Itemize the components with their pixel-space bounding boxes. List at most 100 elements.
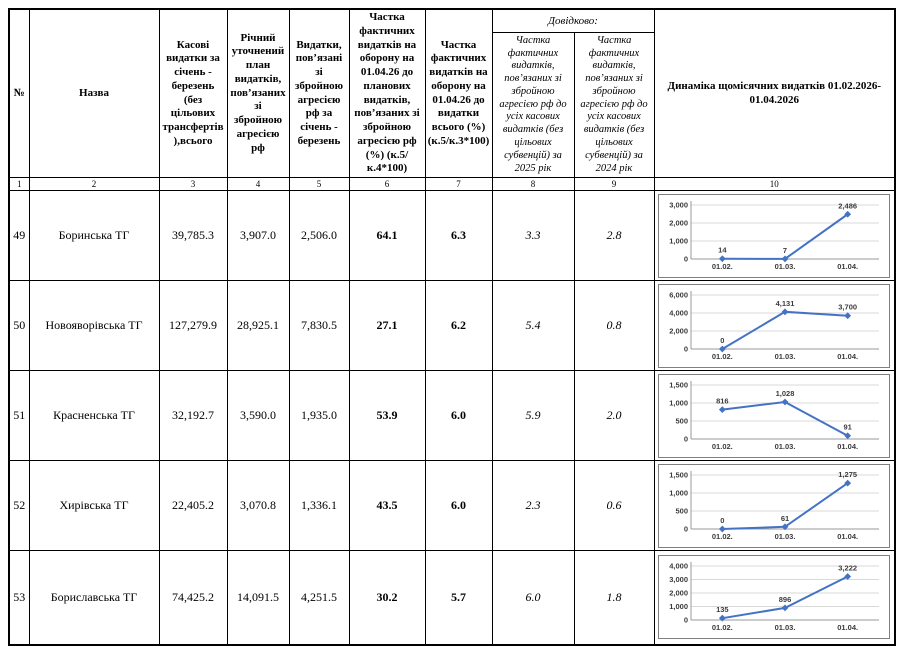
cell-territory-name: Новояворівська ТГ — [28, 280, 160, 371]
data-point-marker — [719, 405, 726, 413]
cell-territory-name: Боринська ТГ — [28, 190, 160, 281]
svg-text:01.04.: 01.04. — [838, 352, 859, 361]
data-point-marker — [719, 615, 726, 622]
cell-share-2024: 2.8 — [573, 190, 655, 281]
line-chart-svg: 0 500 1,000 1,500 0 01.02. 61 01.03. 1,275 01.04. — [669, 470, 880, 541]
cell-cash-expenditures: 39,785.3 — [158, 190, 228, 281]
cell-share-2024: 2.0 — [573, 370, 655, 461]
header-share-of-plan: Частка фактичних видатків на оборону на … — [348, 8, 426, 178]
svg-text:01.04.: 01.04. — [838, 623, 859, 632]
header-share-2025: Частка фактичних видатків, пов’язаних зі… — [491, 32, 575, 178]
data-point-marker — [719, 345, 726, 352]
table-body: 49 Боринська ТГ 39,785.3 3,907.0 2,506.0… — [8, 190, 896, 645]
svg-text:1,000: 1,000 — [669, 488, 688, 497]
svg-text:2,486: 2,486 — [839, 201, 858, 210]
cell-row-number: 51 — [8, 370, 30, 461]
svg-text:4,000: 4,000 — [669, 308, 688, 317]
svg-text:01.03.: 01.03. — [775, 352, 796, 361]
svg-text:91: 91 — [844, 422, 852, 431]
cell-monthly-dynamics: 0 500 1,000 1,500 816 01.02. 1,028 01.03. 91 01.0… — [653, 370, 896, 461]
monthly-dynamics-chart: 0 1,000 2,000 3,000 14 01.02. 7 01.03. 2,486 01.0… — [658, 193, 891, 278]
cell-share-2024: 0.6 — [573, 460, 655, 551]
cell-share-2025: 6.0 — [491, 550, 575, 645]
data-point-marker — [781, 254, 789, 262]
header-share-2024: Частка фактичних видатків, пов’язаних зі… — [573, 32, 655, 178]
cell-row-number: 49 — [8, 190, 30, 281]
svg-text:1,275: 1,275 — [839, 470, 858, 479]
line-chart-svg: 0 2,000 4,000 6,000 0 01.02. 4,131 01.03. 3,700 0… — [669, 290, 880, 361]
svg-text:2,000: 2,000 — [669, 589, 688, 598]
cell-share-2025: 5.9 — [491, 370, 575, 461]
svg-text:01.02.: 01.02. — [712, 262, 733, 271]
data-point-marker — [781, 604, 789, 612]
cell-row-number: 50 — [8, 280, 30, 371]
column-number: 5 — [288, 177, 350, 191]
cell-territory-name: Красненська ТГ — [28, 370, 160, 461]
svg-text:7: 7 — [783, 245, 787, 254]
svg-text:6,000: 6,000 — [669, 290, 688, 299]
svg-text:01.02.: 01.02. — [712, 532, 733, 541]
table-header: № Назва Касові видатки за січень - берез… — [8, 8, 896, 191]
svg-text:14: 14 — [718, 245, 727, 254]
svg-text:500: 500 — [676, 416, 689, 425]
cell-annual-plan: 3,590.0 — [226, 370, 290, 461]
monthly-dynamics-chart: 0 500 1,000 1,500 816 01.02. 1,028 01.03. 91 01.0… — [658, 373, 891, 458]
column-number: 1 — [8, 177, 30, 191]
column-number: 8 — [491, 177, 575, 191]
column-number: 9 — [573, 177, 655, 191]
cell-annual-plan: 3,907.0 — [226, 190, 290, 281]
line-chart-svg: 0 500 1,000 1,500 816 01.02. 1,028 01.03. 91 01.0… — [669, 380, 880, 451]
svg-text:0: 0 — [684, 524, 688, 533]
cell-share-of-plan: 43.5 — [348, 460, 426, 551]
cell-row-number: 52 — [8, 460, 30, 551]
cell-annual-plan: 28,925.1 — [226, 280, 290, 371]
data-point-marker — [781, 307, 789, 315]
cell-war-expenditures: 1,336.1 — [288, 460, 350, 551]
header-monthly-dynamics: Динаміка щомісячних видатків 01.02.2026-… — [653, 8, 896, 178]
header-share-of-total: Частка фактичних видатків на оборону на … — [424, 8, 493, 178]
cell-share-of-plan: 64.1 — [348, 190, 426, 281]
svg-text:0: 0 — [721, 336, 725, 345]
svg-text:0: 0 — [684, 254, 688, 263]
svg-text:3,000: 3,000 — [669, 575, 688, 584]
data-point-marker — [844, 210, 852, 218]
cell-share-of-total: 5.7 — [424, 550, 493, 645]
svg-text:3,000: 3,000 — [669, 200, 688, 209]
svg-text:3,222: 3,222 — [839, 564, 858, 573]
table-row: 52 Хирівська ТГ 22,405.2 3,070.8 1,336.1… — [8, 460, 896, 551]
cell-annual-plan: 14,091.5 — [226, 550, 290, 645]
svg-text:2,000: 2,000 — [669, 218, 688, 227]
cell-war-expenditures: 2,506.0 — [288, 190, 350, 281]
header-row-number: № — [8, 8, 30, 178]
svg-text:01.02.: 01.02. — [712, 623, 733, 632]
table-row: 49 Боринська ТГ 39,785.3 3,907.0 2,506.0… — [8, 190, 896, 281]
column-number: 4 — [226, 177, 290, 191]
cell-monthly-dynamics: 0 500 1,000 1,500 0 01.02. 61 01.03. 1,275 01.04. — [653, 460, 896, 551]
data-point-marker — [844, 479, 852, 486]
monthly-dynamics-chart: 0 1,000 2,000 3,000 4,000 135 01.02. 896 01.03. 3… — [658, 555, 891, 640]
svg-text:1,028: 1,028 — [776, 388, 795, 397]
cell-monthly-dynamics: 0 2,000 4,000 6,000 0 01.02. 4,131 01.03. 3,700 0… — [653, 280, 896, 371]
cell-row-number: 53 — [8, 550, 30, 645]
cell-share-2025: 5.4 — [491, 280, 575, 371]
svg-text:500: 500 — [676, 506, 689, 515]
header-territory-name: Назва — [28, 8, 160, 178]
svg-text:01.02.: 01.02. — [712, 352, 733, 361]
svg-text:2,000: 2,000 — [669, 326, 688, 335]
svg-text:01.02.: 01.02. — [712, 442, 733, 451]
svg-text:01.03.: 01.03. — [775, 442, 796, 451]
column-number-row: 1 2 3 4 5 6 7 8 9 10 — [8, 177, 896, 191]
svg-text:4,000: 4,000 — [669, 562, 688, 571]
cell-war-expenditures: 1,935.0 — [288, 370, 350, 461]
header-war-expenditures: Видатки, пов’язані зі збройною агресією … — [288, 8, 350, 178]
data-point-marker — [844, 431, 852, 439]
expenditure-table: № Назва Касові видатки за січень - берез… — [8, 8, 897, 646]
data-point-marker — [781, 522, 789, 530]
cell-annual-plan: 3,070.8 — [226, 460, 290, 551]
svg-text:61: 61 — [781, 513, 789, 522]
svg-text:0: 0 — [684, 434, 688, 443]
cell-share-2024: 0.8 — [573, 280, 655, 371]
svg-text:816: 816 — [716, 396, 729, 405]
column-number: 7 — [424, 177, 493, 191]
svg-text:1,500: 1,500 — [669, 380, 688, 389]
